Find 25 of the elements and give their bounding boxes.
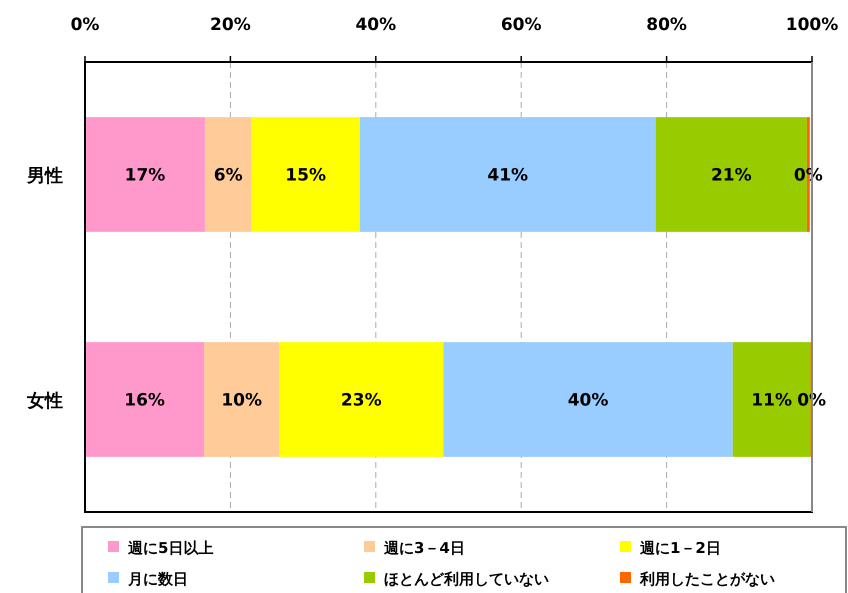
legend-label: 月に数日 — [127, 570, 188, 588]
data-label: 40% — [568, 390, 608, 410]
data-label: 6% — [214, 166, 243, 186]
data-label: 16% — [124, 390, 165, 410]
data-label: 23% — [340, 390, 382, 410]
data-label: 11% — [751, 390, 792, 410]
y-tick-label: 女性 — [26, 390, 63, 412]
x-tick-label: 100% — [786, 15, 838, 35]
legend-label: ほとんど利用していない — [384, 570, 549, 588]
data-label: 21% — [710, 166, 752, 186]
legend-label: 利用したことがない — [639, 570, 775, 588]
x-tick-label: 20% — [210, 15, 251, 35]
x-tick-label: 60% — [500, 15, 542, 35]
data-label: 10% — [221, 390, 262, 410]
y-tick-label: 男性 — [26, 166, 63, 186]
data-label: 0% — [797, 390, 826, 410]
x-tick-label: 0% — [70, 15, 100, 35]
legend-label: 週に1－2日 — [639, 539, 721, 557]
legend-label: 週に3－4日 — [383, 539, 465, 557]
legend-label: 週に5日以上 — [127, 539, 214, 557]
x-tick-label: 80% — [646, 15, 687, 35]
x-tick-label: 40% — [355, 15, 396, 35]
data-label: 15% — [285, 166, 326, 186]
data-label: 17% — [124, 166, 166, 186]
data-label: 41% — [487, 166, 528, 186]
